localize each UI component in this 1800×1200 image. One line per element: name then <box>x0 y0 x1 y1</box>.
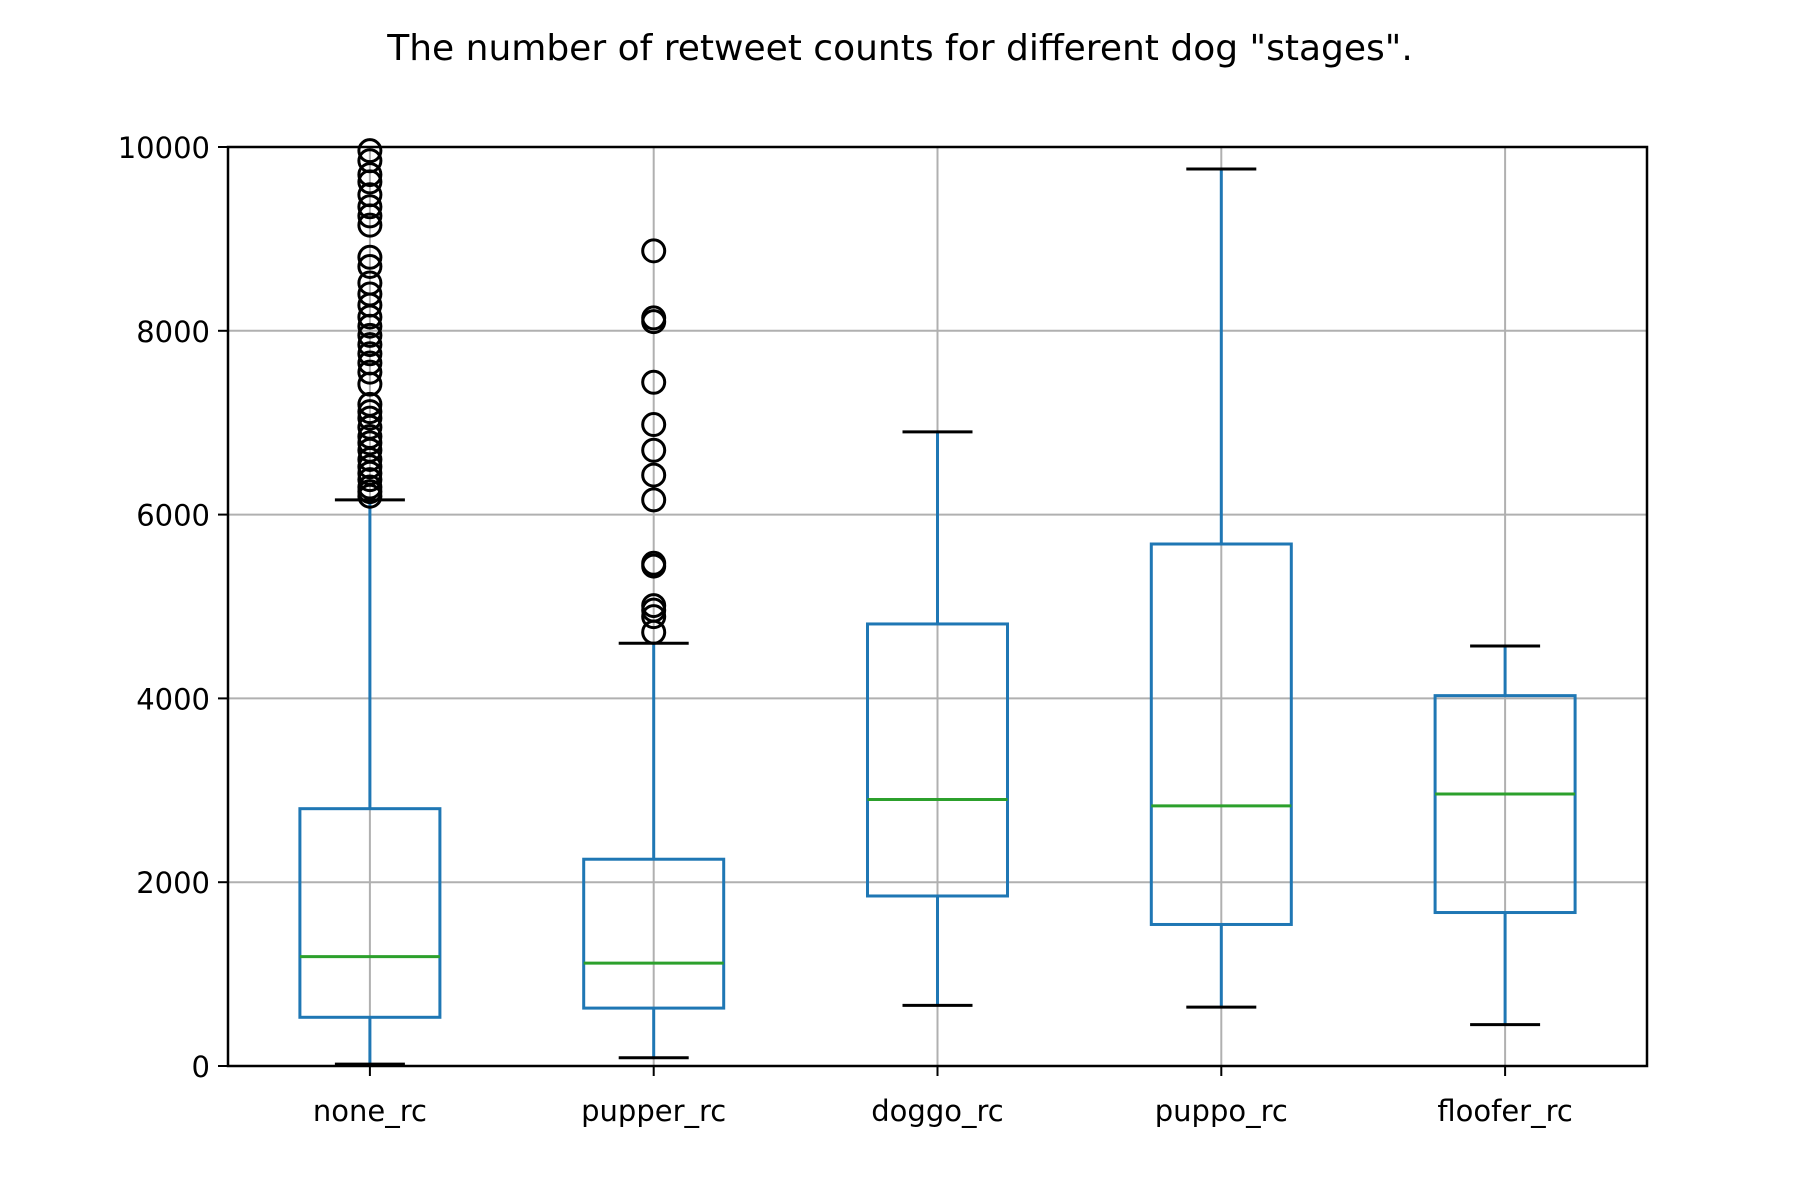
iqr-box <box>1149 542 1293 926</box>
outlier-point <box>357 474 383 500</box>
iqr-box <box>1433 694 1577 915</box>
box-group-puppo-rc <box>1149 167 1293 1009</box>
outlier-point <box>357 467 383 493</box>
outlier-point <box>357 399 383 425</box>
x-tick-label: floofer_rc <box>1437 1094 1572 1128</box>
x-tick-label: pupper_rc <box>581 1094 726 1128</box>
outlier-point <box>641 462 667 488</box>
outlier-point <box>357 322 383 348</box>
y-tick-label: 0 <box>192 1050 210 1084</box>
y-tick-label: 6000 <box>136 499 210 533</box>
y-tick-label: 10000 <box>118 131 210 165</box>
y-tick-label: 2000 <box>136 866 210 900</box>
outlier-point <box>357 253 383 279</box>
outlier-point <box>357 138 383 164</box>
outlier-point <box>357 430 383 456</box>
outlier-point <box>357 350 383 376</box>
outlier-point <box>357 148 383 174</box>
outlier-point <box>357 359 383 385</box>
outlier-point <box>641 369 667 395</box>
outlier-point <box>357 405 383 431</box>
outlier-point <box>357 212 383 238</box>
box-plots <box>298 138 1577 1066</box>
outlier-point <box>357 162 383 188</box>
axes <box>218 145 1649 1076</box>
box-group-doggo-rc <box>866 430 1009 1007</box>
outlier-point <box>641 604 667 630</box>
outlier-point <box>357 341 383 367</box>
x-tick-label: puppo_rc <box>1155 1094 1288 1128</box>
outlier-point <box>641 305 667 331</box>
box-group-floofer-rc <box>1433 644 1577 1027</box>
outlier-point <box>357 281 383 307</box>
outlier-point <box>357 454 383 480</box>
iqr-box <box>298 807 442 1019</box>
outlier-point <box>641 593 667 619</box>
chart-title: The number of retweet counts for differe… <box>386 28 1413 69</box>
outlier-point <box>357 423 383 449</box>
outlier-point <box>357 391 383 417</box>
outlier-point <box>357 194 383 220</box>
x-tick-label: doggo_rc <box>871 1094 1003 1128</box>
outlier-point <box>357 332 383 358</box>
outlier-point <box>357 244 383 270</box>
outlier-point <box>357 182 383 208</box>
outlier-point <box>641 550 667 576</box>
outlier-point <box>641 487 667 513</box>
y-tick-label: 4000 <box>136 682 210 716</box>
box-group-pupper-rc <box>582 238 726 1060</box>
y-tick-label: 8000 <box>136 315 210 349</box>
outlier-point <box>357 270 383 296</box>
iqr-box <box>866 622 1009 898</box>
outlier-point <box>641 437 667 463</box>
outlier-point <box>641 238 667 264</box>
iqr-box <box>582 857 726 1010</box>
x-tick-label: none_rc <box>313 1094 427 1128</box>
box-group-none-rc <box>298 138 442 1066</box>
outlier-point <box>641 412 667 438</box>
tick-labels: 0 2000 4000 6000 8000 10000 none_rc pupper_rc do… <box>118 131 1573 1128</box>
